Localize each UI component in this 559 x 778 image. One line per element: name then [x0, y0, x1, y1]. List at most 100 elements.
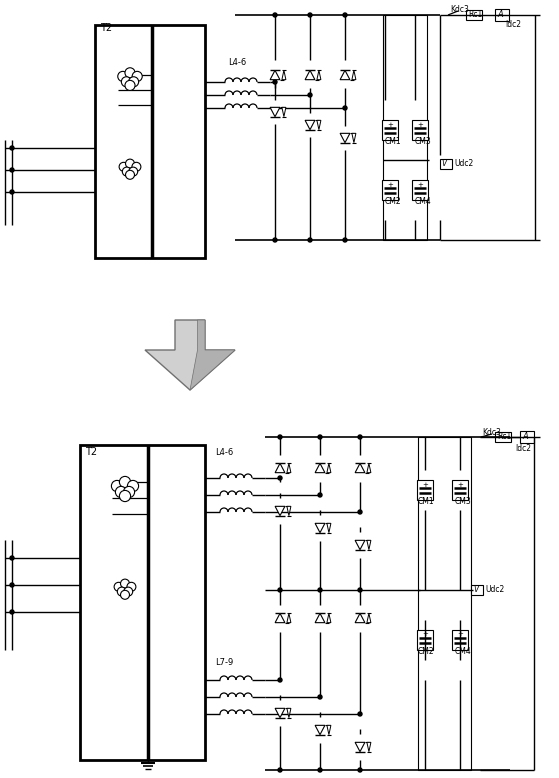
Bar [440, 159, 452, 169]
Circle shape [124, 587, 132, 596]
Circle shape [10, 583, 14, 587]
Circle shape [114, 582, 123, 591]
Circle shape [358, 510, 362, 514]
Text: CM2: CM2 [418, 647, 435, 656]
Circle shape [273, 238, 277, 242]
Bar [495, 432, 511, 442]
Circle shape [278, 768, 282, 772]
Text: +: + [387, 181, 393, 187]
Text: A: A [522, 432, 528, 441]
Circle shape [125, 68, 135, 78]
Circle shape [10, 168, 14, 172]
Text: CM1: CM1 [385, 137, 401, 146]
Circle shape [318, 768, 322, 772]
Circle shape [343, 238, 347, 242]
Text: +: + [422, 632, 428, 637]
Circle shape [358, 435, 362, 439]
Polygon shape [367, 464, 371, 473]
Circle shape [10, 610, 14, 614]
Polygon shape [352, 70, 356, 79]
Text: V: V [441, 159, 446, 168]
Circle shape [120, 476, 131, 488]
Text: Kdc3: Kdc3 [482, 428, 501, 437]
Text: Udc2: Udc2 [454, 159, 473, 168]
Circle shape [111, 480, 122, 492]
Circle shape [127, 480, 139, 492]
Polygon shape [270, 107, 280, 117]
Polygon shape [282, 107, 286, 117]
Text: +: + [417, 121, 423, 128]
Circle shape [127, 582, 136, 591]
Polygon shape [327, 613, 331, 622]
Bar [471, 585, 483, 595]
Circle shape [125, 80, 135, 90]
Polygon shape [367, 742, 371, 752]
Polygon shape [287, 506, 291, 516]
Text: CM3: CM3 [415, 137, 432, 146]
Bar [382, 120, 398, 140]
Polygon shape [317, 70, 321, 79]
Polygon shape [287, 613, 291, 622]
Bar [418, 437, 471, 770]
Text: L4-6: L4-6 [215, 448, 233, 457]
Circle shape [122, 167, 131, 176]
Bar [412, 180, 428, 200]
Text: CM1: CM1 [418, 497, 435, 506]
Circle shape [118, 72, 128, 82]
Polygon shape [352, 133, 356, 142]
Circle shape [343, 106, 347, 110]
Text: L4-6: L4-6 [228, 58, 247, 67]
Text: Udc2: Udc2 [485, 585, 504, 594]
Circle shape [318, 695, 322, 699]
Text: Idc2: Idc2 [505, 20, 521, 29]
Text: Idc2: Idc2 [515, 444, 531, 453]
Bar [452, 480, 468, 500]
Circle shape [308, 238, 312, 242]
Text: A: A [497, 10, 503, 19]
Text: +: + [457, 632, 463, 637]
Circle shape [10, 146, 14, 150]
Polygon shape [287, 464, 291, 473]
Text: +: + [417, 181, 423, 187]
Polygon shape [317, 121, 321, 130]
Circle shape [358, 712, 362, 716]
Circle shape [308, 13, 312, 17]
Bar [412, 120, 428, 140]
Text: T2: T2 [85, 447, 97, 457]
Circle shape [10, 556, 14, 560]
Bar [495, 9, 509, 21]
Polygon shape [340, 70, 350, 79]
Circle shape [119, 163, 128, 171]
Circle shape [278, 476, 282, 480]
Text: L7-9: L7-9 [215, 658, 233, 667]
Circle shape [121, 591, 130, 599]
Circle shape [278, 435, 282, 439]
Polygon shape [355, 541, 365, 550]
Polygon shape [305, 70, 315, 79]
Polygon shape [190, 320, 235, 390]
Polygon shape [327, 464, 331, 473]
Bar [452, 630, 468, 650]
Circle shape [126, 170, 135, 179]
Text: Kdc3: Kdc3 [450, 5, 469, 14]
Circle shape [129, 167, 138, 176]
Polygon shape [315, 725, 325, 734]
Polygon shape [315, 464, 325, 473]
Bar [520, 431, 534, 443]
Polygon shape [287, 708, 291, 717]
Polygon shape [275, 708, 285, 717]
Circle shape [121, 77, 131, 87]
Polygon shape [275, 464, 285, 473]
Circle shape [129, 77, 139, 87]
Text: CM2: CM2 [385, 197, 401, 206]
Text: +: + [422, 482, 428, 488]
Text: CM4: CM4 [415, 197, 432, 206]
Circle shape [126, 159, 135, 168]
Circle shape [308, 93, 312, 97]
Text: +: + [457, 482, 463, 488]
Circle shape [273, 13, 277, 17]
Polygon shape [315, 613, 325, 622]
Text: Rc1: Rc1 [468, 10, 482, 19]
Circle shape [273, 80, 277, 84]
Bar [383, 15, 427, 240]
